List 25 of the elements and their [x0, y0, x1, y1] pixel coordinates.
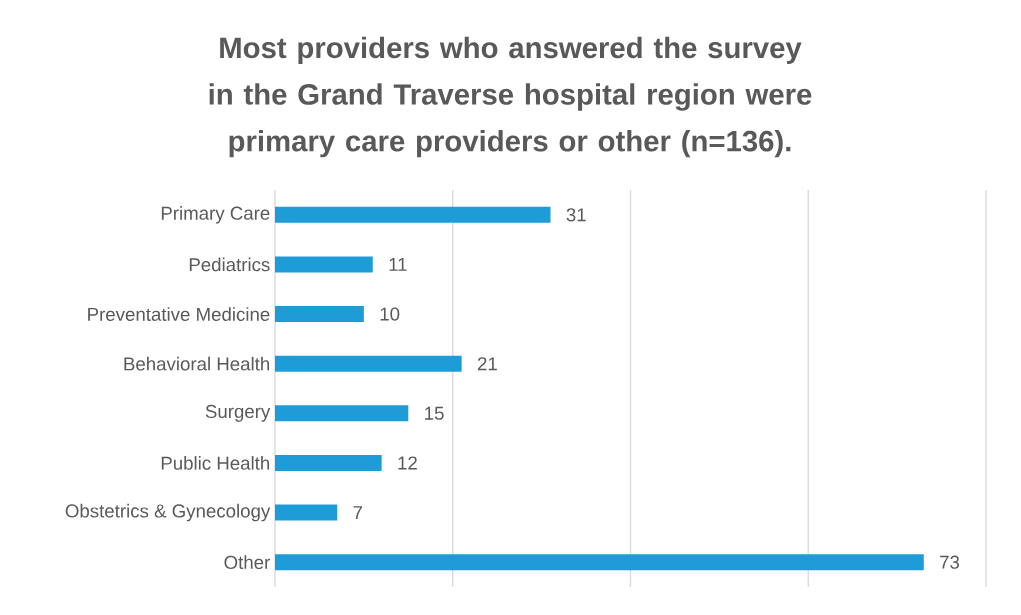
bar: [275, 504, 338, 521]
y-tick-label: Obstetrics & Gynecology: [65, 503, 271, 522]
y-tick-label: Other: [224, 555, 270, 570]
y-tick-label: Public Health: [161, 456, 270, 470]
bar: [275, 206, 551, 223]
bar: [275, 355, 462, 372]
y-tick-label: Pediatrics: [189, 257, 270, 272]
bar: [275, 256, 373, 273]
data-label: 31: [566, 208, 586, 222]
bar: [275, 554, 924, 571]
data-label: 21: [477, 357, 497, 371]
data-label: 10: [380, 307, 400, 321]
bar: [275, 454, 382, 471]
bar: [275, 306, 364, 323]
data-label: 11: [389, 258, 407, 271]
y-tick-label: Behavioral Health: [124, 356, 270, 371]
bar: [275, 405, 409, 422]
data-label: 7: [353, 506, 363, 519]
data-label: 12: [398, 456, 417, 470]
data-label: 15: [425, 406, 444, 420]
y-tick-label: Preventative Medicine: [88, 307, 270, 321]
chart-title: Most providers who answered the survey in the Grand Traverse hospital region were primary care providers or other (n=136).: [209, 36, 812, 158]
y-tick-label: Primary Care: [161, 206, 270, 224]
y-tick-label: Surgery: [205, 404, 271, 422]
data-label: 73: [940, 555, 960, 569]
